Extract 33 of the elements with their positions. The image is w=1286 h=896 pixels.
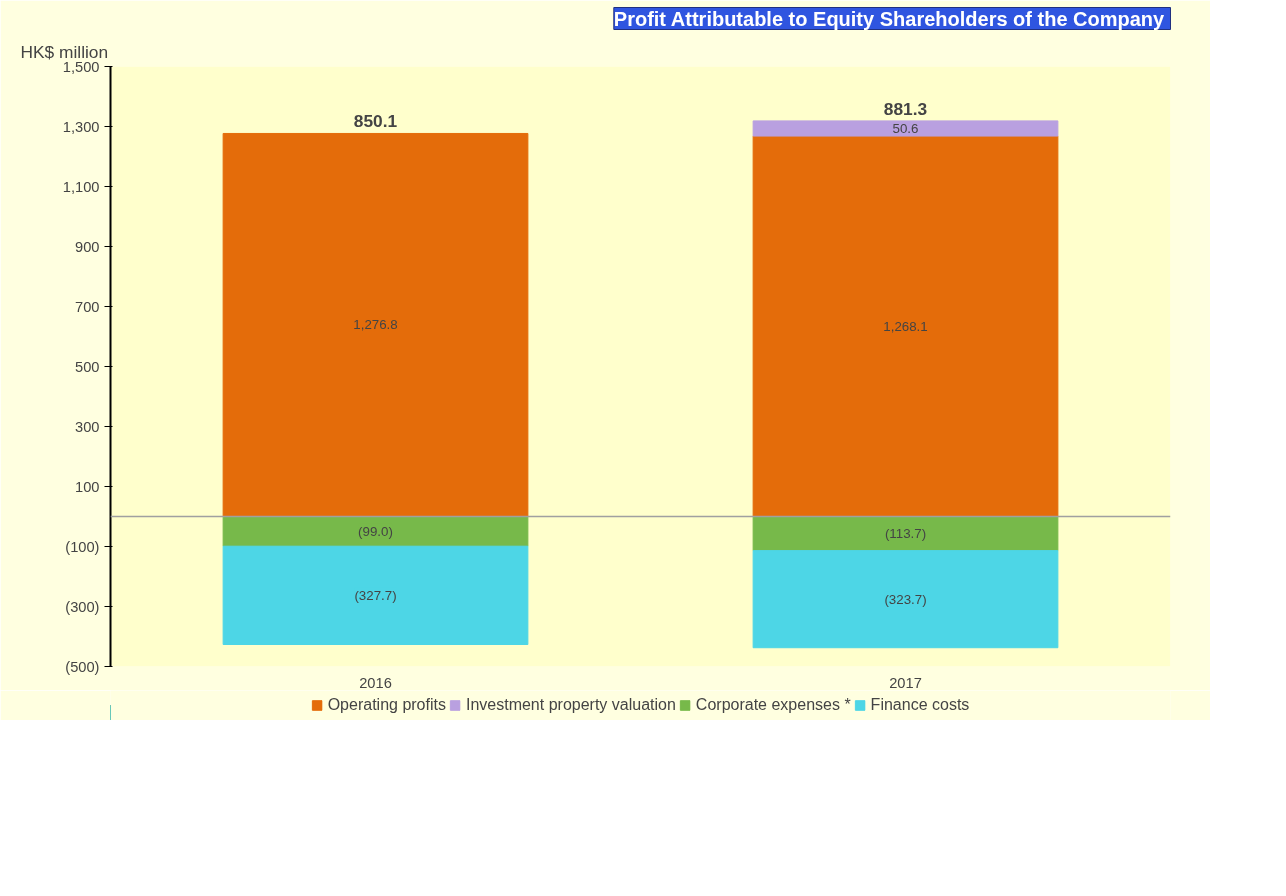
y-tick-label: 300 <box>75 418 100 435</box>
legend-label: Operating profits <box>327 696 446 714</box>
y-tick-label: 1,300 <box>62 118 100 135</box>
legend-label: Finance costs <box>870 696 970 714</box>
y-tick-label: (500) <box>65 658 100 675</box>
bar <box>752 516 1059 552</box>
data-label: (99.0) <box>358 523 393 539</box>
y-tick-label: 900 <box>75 238 100 255</box>
legend-label: Corporate expenses * <box>695 696 851 714</box>
bar <box>222 132 529 517</box>
data-label: (327.7) <box>354 587 397 603</box>
bar <box>752 135 1059 517</box>
y-tick-label: (300) <box>65 598 100 615</box>
y-tick-label: 1,100 <box>62 178 100 195</box>
bar <box>222 516 529 547</box>
legend-label: Investment property valuation <box>465 696 676 714</box>
y-tick-label: 700 <box>75 298 100 315</box>
total-label: 881.3 <box>883 98 928 119</box>
bar <box>752 120 1059 137</box>
data-label: 50.6 <box>892 120 919 136</box>
x-tick-label: 2016 <box>359 674 392 691</box>
total-label: 850.1 <box>353 111 398 132</box>
x-tick-label: 2017 <box>889 674 922 691</box>
data-label: 1,276.8 <box>353 317 398 333</box>
bar <box>222 545 529 646</box>
y-tick-label: (100) <box>65 538 100 555</box>
y-tick-label: 500 <box>75 358 100 375</box>
chart-title: Profit Attributable to Equity Shareholders of the Company <box>613 7 1166 30</box>
data-label: 1,268.1 <box>883 318 928 334</box>
data-label: (113.7) <box>884 526 927 542</box>
bar <box>752 550 1059 649</box>
data-label: (323.7) <box>884 591 927 607</box>
y-tick-label: 100 <box>75 478 100 495</box>
